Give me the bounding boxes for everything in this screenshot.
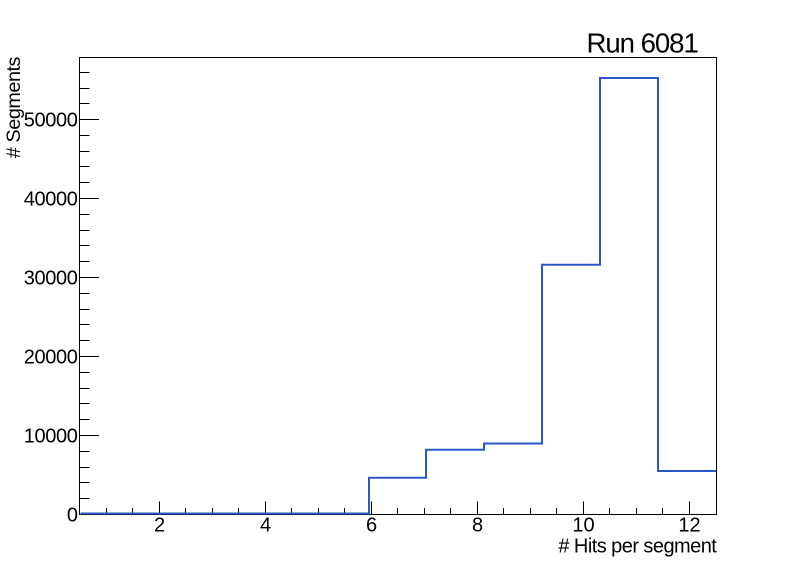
svg-text:# Segments: # Segments (3, 56, 25, 158)
svg-text:4: 4 (260, 515, 271, 537)
svg-text:50000: 50000 (24, 110, 78, 132)
svg-text:# Hits per segment: # Hits per segment (558, 536, 717, 558)
svg-text:2: 2 (154, 515, 165, 537)
svg-text:Run 6081: Run 6081 (587, 27, 698, 58)
svg-text:10: 10 (572, 515, 594, 537)
svg-text:40000: 40000 (24, 189, 78, 211)
svg-text:12: 12 (678, 515, 700, 537)
svg-text:0: 0 (67, 504, 78, 526)
svg-text:8: 8 (472, 515, 483, 537)
svg-text:30000: 30000 (24, 268, 78, 290)
svg-text:6: 6 (366, 515, 377, 537)
svg-text:10000: 10000 (24, 426, 78, 448)
svg-text:20000: 20000 (24, 347, 78, 369)
